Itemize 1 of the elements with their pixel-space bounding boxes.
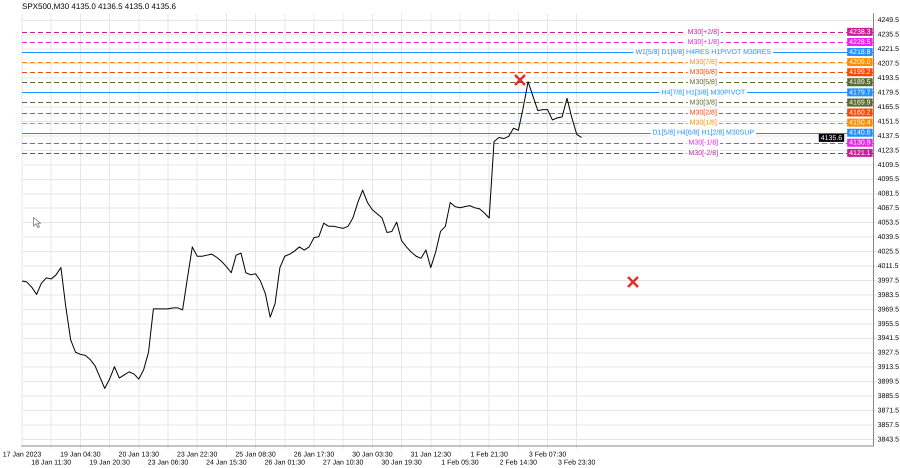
chart-title: SPX500,M30 4135.0 4136.5 4135.0 4135.6 — [22, 2, 176, 12]
